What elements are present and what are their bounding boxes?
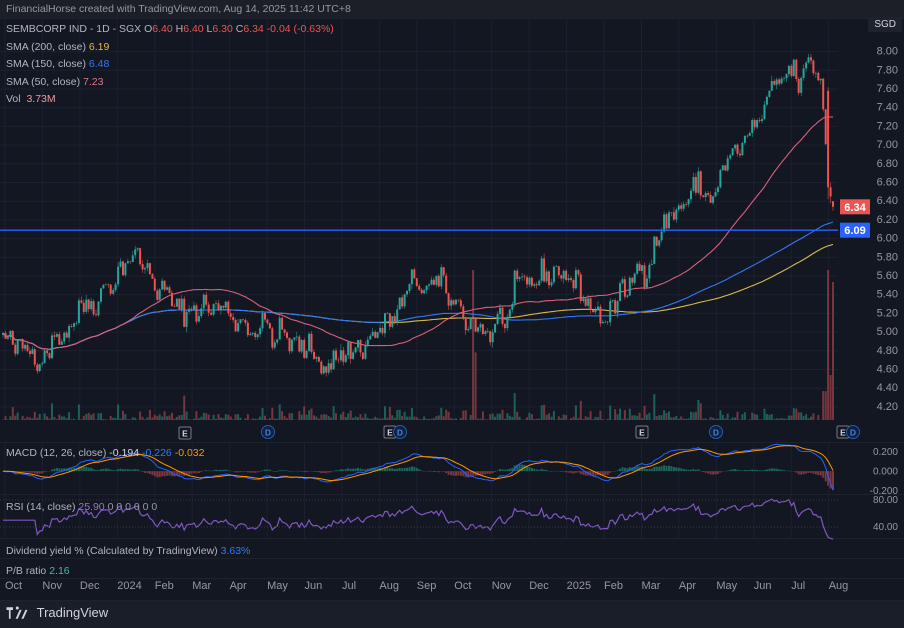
svg-text:D: D bbox=[397, 427, 403, 437]
svg-text:Apr: Apr bbox=[679, 580, 696, 592]
svg-text:Nov: Nov bbox=[492, 580, 512, 592]
svg-text:Aug: Aug bbox=[829, 580, 849, 592]
svg-text:4.20: 4.20 bbox=[877, 401, 898, 413]
svg-text:5.00: 5.00 bbox=[877, 326, 898, 338]
svg-text:5.60: 5.60 bbox=[877, 270, 898, 282]
svg-text:0.200: 0.200 bbox=[873, 447, 898, 458]
svg-text:D: D bbox=[850, 427, 856, 437]
svg-text:Jul: Jul bbox=[342, 580, 356, 592]
svg-text:Aug: Aug bbox=[379, 580, 399, 592]
svg-text:5.20: 5.20 bbox=[877, 307, 898, 319]
svg-text:5.80: 5.80 bbox=[877, 251, 898, 263]
svg-text:7.20: 7.20 bbox=[877, 120, 898, 132]
svg-text:5.40: 5.40 bbox=[877, 289, 898, 301]
svg-text:Oct: Oct bbox=[454, 580, 471, 592]
svg-text:40.00: 40.00 bbox=[873, 522, 898, 533]
svg-text:6.40: 6.40 bbox=[877, 195, 898, 207]
svg-text:4.60: 4.60 bbox=[877, 364, 898, 376]
svg-text:0.000: 0.000 bbox=[873, 467, 898, 478]
svg-text:80.00: 80.00 bbox=[873, 495, 898, 506]
svg-text:E: E bbox=[182, 428, 188, 438]
svg-text:4.80: 4.80 bbox=[877, 345, 898, 357]
svg-text:May: May bbox=[716, 580, 737, 592]
svg-text:6.20: 6.20 bbox=[877, 214, 898, 226]
svg-text:Jun: Jun bbox=[305, 580, 323, 592]
svg-text:6.00: 6.00 bbox=[877, 233, 898, 245]
svg-text:2024: 2024 bbox=[117, 580, 141, 592]
svg-text:Jul: Jul bbox=[791, 580, 805, 592]
svg-text:May: May bbox=[267, 580, 288, 592]
svg-text:8.00: 8.00 bbox=[877, 46, 898, 58]
svg-text:7.60: 7.60 bbox=[877, 83, 898, 95]
svg-text:Oct: Oct bbox=[5, 580, 22, 592]
svg-text:Sep: Sep bbox=[417, 580, 437, 592]
svg-text:4.40: 4.40 bbox=[877, 382, 898, 394]
svg-text:Dec: Dec bbox=[529, 580, 549, 592]
svg-text:Apr: Apr bbox=[230, 580, 247, 592]
svg-text:6.80: 6.80 bbox=[877, 158, 898, 170]
svg-text:Dec: Dec bbox=[80, 580, 100, 592]
svg-text:Nov: Nov bbox=[42, 580, 62, 592]
svg-text:Feb: Feb bbox=[604, 580, 623, 592]
svg-text:E: E bbox=[840, 427, 846, 437]
svg-text:6.60: 6.60 bbox=[877, 177, 898, 189]
svg-text:7.80: 7.80 bbox=[877, 64, 898, 76]
svg-text:Feb: Feb bbox=[155, 580, 174, 592]
svg-text:Jun: Jun bbox=[754, 580, 772, 592]
svg-text:Mar: Mar bbox=[642, 580, 661, 592]
svg-text:E: E bbox=[387, 427, 393, 437]
svg-text:D: D bbox=[713, 427, 719, 437]
svg-text:Mar: Mar bbox=[192, 580, 211, 592]
svg-text:E: E bbox=[639, 427, 645, 437]
svg-text:2025: 2025 bbox=[567, 580, 591, 592]
svg-text:6.34: 6.34 bbox=[844, 202, 866, 214]
svg-text:7.40: 7.40 bbox=[877, 102, 898, 114]
svg-text:D: D bbox=[265, 427, 271, 437]
svg-text:7.00: 7.00 bbox=[877, 139, 898, 151]
svg-text:6.09: 6.09 bbox=[844, 225, 865, 237]
